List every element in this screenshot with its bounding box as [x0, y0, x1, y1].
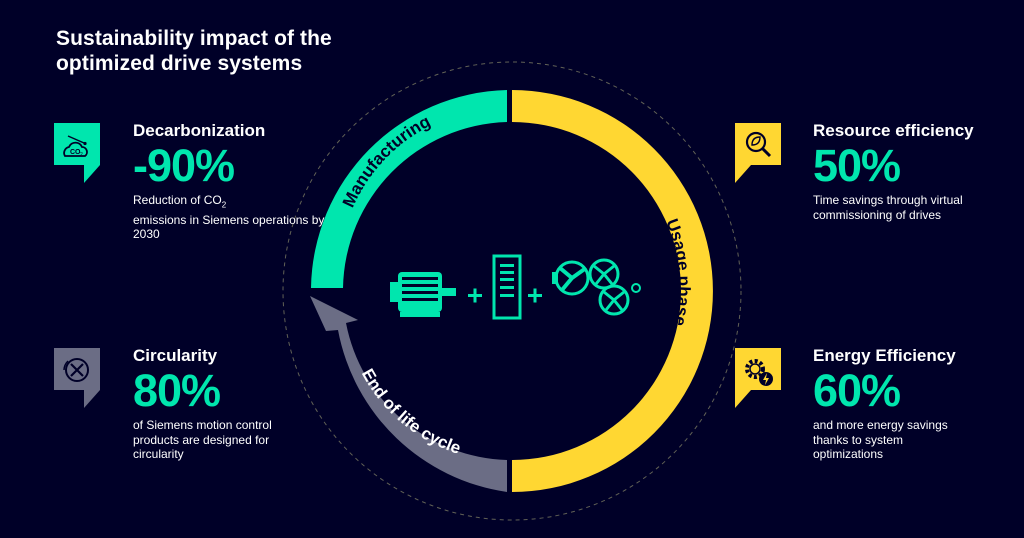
- co2-icon: CO 2: [63, 135, 88, 158]
- circularity-description: of Siemens motion control products are d…: [133, 418, 272, 461]
- plus-icon-2: [528, 288, 542, 303]
- svg-text:CO: CO: [70, 149, 81, 156]
- energy-efficiency-block: Energy Efficiency 60% and more energy sa…: [813, 346, 1013, 462]
- circularity-block: Circularity 80% of Siemens motion contro…: [133, 346, 333, 462]
- dashed-orbit: [282, 61, 742, 521]
- decarbonization-badge: CO 2: [54, 123, 100, 183]
- circularity-value: 80%: [133, 365, 221, 416]
- resource-efficiency-value: 50%: [813, 140, 901, 191]
- circularity-badge: [54, 348, 100, 408]
- energy-efficiency-heading: Energy Efficiency: [813, 346, 956, 365]
- page-title: Sustainability impact of the optimized d…: [56, 27, 332, 75]
- drive-cabinet-icon: [492, 254, 522, 320]
- energy-efficiency-badge: [735, 348, 781, 408]
- resource-efficiency-block: Resource efficiency 50% Time savings thr…: [813, 121, 1013, 222]
- manufacturing-label: Manufacturing: [339, 112, 434, 210]
- energy-efficiency-value: 60%: [813, 365, 901, 416]
- resource-efficiency-description: Time savings through virtual commissioni…: [813, 193, 963, 222]
- manufacturing-segment: [311, 90, 507, 288]
- resource-efficiency-badge: [735, 123, 781, 183]
- decarbonization-heading: Decarbonization: [133, 121, 266, 140]
- decarbonization-description: Reduction of CO2 emissions in Siemens ope…: [133, 193, 325, 242]
- energy-efficiency-description: and more energy savings thanks to system…: [813, 418, 948, 461]
- pump-fan-compressor-icon: [552, 258, 641, 316]
- gear-lightning-icon: [745, 359, 773, 386]
- no-tools-icon: [63, 358, 89, 382]
- usage-phase-segment: [512, 90, 713, 492]
- motor-icon: [390, 272, 456, 317]
- decarbonization-block: Decarbonization -90% Reduction of CO2 emi…: [133, 121, 333, 242]
- leaf-magnifier-icon: [745, 131, 772, 158]
- decarbonization-value: -90%: [133, 140, 235, 191]
- circularity-heading: Circularity: [133, 346, 218, 365]
- resource-efficiency-heading: Resource efficiency: [813, 121, 974, 140]
- svg-text:2: 2: [80, 152, 83, 158]
- plus-icon-1: [468, 288, 482, 303]
- end-of-life-segment: [310, 296, 507, 492]
